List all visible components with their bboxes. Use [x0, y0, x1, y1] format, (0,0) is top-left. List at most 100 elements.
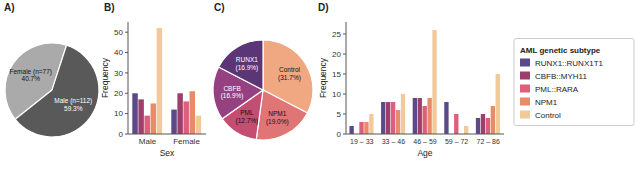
panel-title: B)	[104, 2, 115, 13]
y-axis-label: Frequency	[318, 57, 328, 98]
x-tick-label: 46 – 59	[413, 138, 436, 145]
pie-label-line: (19.0%)	[266, 118, 289, 126]
pie	[5, 43, 99, 137]
y-tick	[343, 34, 346, 35]
bar: RUNX1::RUNX1T1	[413, 98, 417, 134]
y-tick-label: 20	[332, 50, 341, 59]
x-tick-label: 19 – 33	[350, 138, 373, 145]
panel-title: C)	[214, 2, 225, 13]
pie-slice	[15, 45, 99, 137]
bar: RUNX1::RUNX1T1	[381, 102, 385, 134]
bar: Control	[196, 116, 201, 134]
y-tick-label: 10	[114, 109, 123, 118]
y-tick	[125, 32, 128, 33]
legend-swatch	[520, 85, 530, 93]
y-axis-line	[346, 22, 347, 134]
y-tick-label: 25	[332, 30, 341, 39]
pie	[213, 40, 313, 140]
pie-label-line: 59.3%	[64, 105, 83, 112]
pie-slice	[219, 40, 263, 90]
panel-title: D)	[318, 2, 329, 13]
bar: RUNX1::RUNX1T1	[444, 102, 448, 134]
bar: PML::RARA	[454, 114, 458, 134]
bars: RUNX1::RUNX1T1RUNX1::RUNX1T1RUNX1::RUNX1…	[349, 30, 499, 134]
bar: Control	[496, 74, 500, 134]
x-tick-label: Male	[139, 137, 157, 146]
pie-label: Female (n=77)40.7%	[10, 68, 52, 83]
pie-label-line: 40.7%	[22, 75, 41, 82]
pie-slice	[256, 90, 307, 140]
bar: PML::RARA	[359, 122, 363, 134]
bar: NPM1	[427, 98, 431, 134]
legend-swatch	[520, 72, 530, 80]
legend-swatch	[520, 111, 530, 119]
bar: PML::RARA	[183, 101, 188, 134]
bar: RUNX1::RUNX1T1	[349, 126, 353, 134]
panel-title: A)	[4, 2, 15, 13]
y-tick-label: 0	[337, 130, 342, 139]
x-axis-label: Age	[417, 148, 432, 158]
pie-label-line: (16.9%)	[236, 64, 259, 72]
bar: NPM1	[491, 106, 495, 134]
bar: PML::RARA	[486, 118, 490, 134]
y-tick	[343, 54, 346, 55]
pie-label-line: CBFB	[223, 85, 240, 92]
bar: CBFB::MYH11	[177, 93, 182, 134]
bar: NPM1	[364, 122, 368, 134]
legend-entry: PML::RARA	[535, 85, 579, 94]
y-tick	[125, 134, 128, 135]
x-tick-label: 33 – 46	[382, 138, 405, 145]
bar: NPM1	[151, 103, 156, 134]
x-tick-label: Female	[173, 137, 200, 146]
y-tick-label: 10	[332, 90, 341, 99]
legend: AML genetic subtypeRUNX1::RUNX1T1CBFB::M…	[514, 39, 634, 126]
x-axis-line	[346, 134, 504, 135]
bar: Control	[432, 30, 436, 134]
y-tick-label: 5	[337, 110, 342, 119]
legend-entry: RUNX1::RUNX1T1	[535, 59, 604, 68]
bar: CBFB::MYH11	[418, 98, 422, 134]
bar: RUNX1::RUNX1T1	[171, 110, 176, 134]
bar: Control	[369, 114, 373, 134]
legend-entry: Control	[535, 111, 561, 120]
y-tick-label: 30	[114, 69, 123, 78]
pie-label-line: NPM1	[268, 110, 286, 117]
bar: NPM1	[190, 91, 195, 134]
pie-label-line: (31.7%)	[278, 74, 301, 82]
y-tick-label: 40	[114, 48, 123, 57]
bar: CBFB::MYH11	[138, 99, 143, 134]
legend-frame	[514, 39, 634, 126]
x-tick-label: 59 – 72	[445, 138, 468, 145]
bars: RUNX1::RUNX1T1RUNX1::RUNX1T1CBFB::MYH11C…	[132, 28, 201, 134]
y-tick	[343, 74, 346, 75]
y-axis-label: Frequency	[100, 57, 110, 98]
y-tick	[125, 72, 128, 73]
pie-label: RUNX1(16.9%)	[236, 56, 259, 72]
bar: Control	[401, 94, 405, 134]
y-tick	[343, 134, 346, 135]
bar: NPM1	[396, 110, 400, 134]
pie-label: PML(12.7%)	[236, 109, 259, 125]
y-tick	[343, 94, 346, 95]
y-tick-label: 0	[119, 130, 124, 139]
y-tick	[125, 93, 128, 94]
bar: RUNX1::RUNX1T1	[476, 118, 480, 134]
bar: RUNX1::RUNX1T1	[132, 93, 137, 134]
y-tick-label: 50	[114, 28, 123, 37]
legend-entry: NPM1	[535, 98, 558, 107]
x-tick-label: 72 – 86	[477, 138, 500, 145]
pie-label: NPM1(19.0%)	[266, 110, 289, 126]
legend-title: AML genetic subtype	[520, 46, 601, 55]
y-tick	[343, 114, 346, 115]
figure: Female (n=77)40.7%Male (n=112)59.3%A)RUN…	[0, 0, 640, 170]
y-tick	[125, 113, 128, 114]
x-axis-line	[128, 134, 206, 135]
bar: Control	[157, 28, 162, 134]
y-tick-label: 20	[114, 89, 123, 98]
bar: CBFB::MYH11	[386, 102, 390, 134]
pie-label-line: RUNX1	[236, 56, 258, 63]
pie-label-line: PML	[240, 109, 254, 116]
bar: PML::RARA	[144, 116, 149, 134]
legend-swatch	[520, 59, 530, 67]
legend-swatch	[520, 98, 530, 106]
